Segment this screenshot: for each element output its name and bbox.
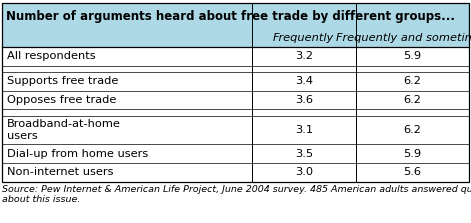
Bar [2, 3, 469, 47]
Bar [2, 47, 469, 182]
Bar [2, 3, 469, 182]
Text: Non-internet users: Non-internet users [7, 167, 114, 177]
Text: Frequently and sometimes: Frequently and sometimes [336, 33, 471, 43]
Text: Number of arguments heard about free trade by different groups...: Number of arguments heard about free tra… [6, 10, 455, 23]
Text: Opposes free trade: Opposes free trade [7, 95, 116, 105]
Text: 6.2: 6.2 [403, 95, 421, 105]
Text: Broadband-at-home
users: Broadband-at-home users [7, 119, 121, 141]
Text: All respondents: All respondents [7, 51, 96, 61]
Text: 3.5: 3.5 [295, 149, 313, 159]
Text: Frequently: Frequently [273, 33, 334, 43]
Text: 6.2: 6.2 [403, 125, 421, 135]
Text: 3.0: 3.0 [295, 167, 313, 177]
Text: 3.4: 3.4 [295, 76, 313, 86]
Text: Dial-up from home users: Dial-up from home users [7, 149, 148, 159]
Text: Source: Pew Internet & American Life Project, June 2004 survey. 485 American adu: Source: Pew Internet & American Life Pro… [2, 185, 471, 204]
Text: 3.6: 3.6 [295, 95, 313, 105]
Text: 5.9: 5.9 [403, 51, 421, 61]
Text: 5.6: 5.6 [403, 167, 421, 177]
Text: Supports free trade: Supports free trade [7, 76, 118, 86]
Text: 3.1: 3.1 [295, 125, 313, 135]
Text: 3.2: 3.2 [295, 51, 313, 61]
Text: 6.2: 6.2 [403, 76, 421, 86]
Text: 5.9: 5.9 [403, 149, 421, 159]
